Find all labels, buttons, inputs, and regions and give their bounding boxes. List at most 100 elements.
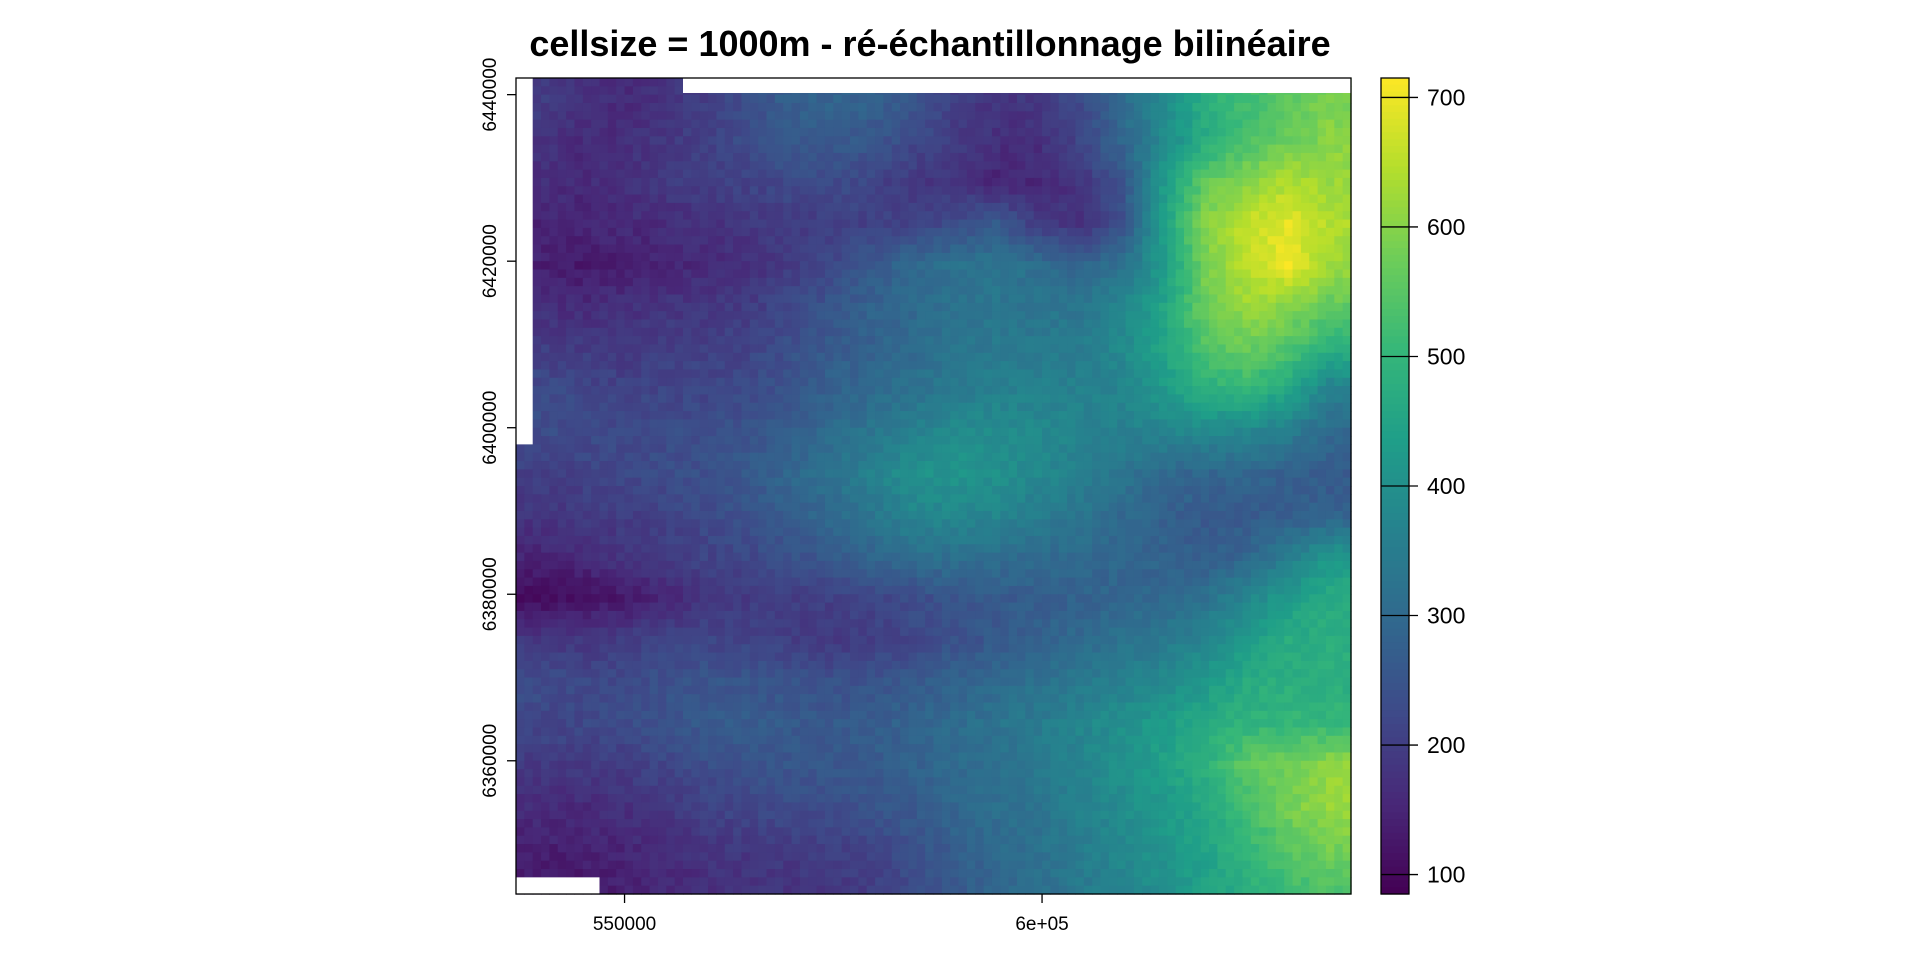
raster-cell bbox=[799, 377, 809, 387]
raster-cell bbox=[649, 319, 659, 329]
raster-cell bbox=[1050, 352, 1060, 362]
raster-cell bbox=[1050, 236, 1060, 246]
raster-cell bbox=[866, 277, 876, 287]
raster-cell bbox=[607, 86, 617, 96]
raster-cell bbox=[683, 186, 692, 196]
raster-cell bbox=[549, 277, 559, 287]
raster-cell bbox=[1017, 402, 1026, 412]
raster-cell bbox=[1083, 286, 1093, 296]
raster-cell bbox=[699, 269, 709, 279]
raster-cell bbox=[833, 319, 843, 329]
raster-cell bbox=[1000, 427, 1010, 437]
raster-cell bbox=[616, 336, 626, 346]
raster-cell bbox=[657, 94, 667, 104]
raster-cell bbox=[1142, 219, 1152, 229]
raster-cell bbox=[1008, 311, 1018, 321]
raster-cell bbox=[607, 461, 617, 470]
raster-cell bbox=[824, 194, 834, 204]
raster-cell bbox=[816, 294, 826, 304]
raster-cell bbox=[1275, 302, 1285, 312]
raster-cell bbox=[891, 144, 901, 154]
raster-cell bbox=[991, 111, 1001, 121]
raster-cell bbox=[1309, 452, 1319, 462]
raster-cell bbox=[791, 294, 801, 304]
raster-cell bbox=[1242, 386, 1252, 396]
raster-cell bbox=[758, 394, 768, 404]
raster-cell bbox=[1100, 94, 1110, 104]
raster-cell bbox=[1267, 386, 1277, 396]
raster-cell bbox=[733, 186, 743, 196]
raster-cell bbox=[758, 152, 768, 162]
raster-cell bbox=[1158, 377, 1168, 387]
raster-cell bbox=[1000, 136, 1010, 146]
raster-cell bbox=[891, 161, 901, 171]
raster-cell bbox=[1317, 452, 1327, 462]
raster-cell bbox=[1000, 219, 1010, 229]
raster-cell bbox=[916, 452, 926, 462]
raster-cell bbox=[649, 427, 659, 437]
raster-cell bbox=[1217, 169, 1227, 179]
raster-cell bbox=[841, 436, 851, 445]
raster-cell bbox=[941, 311, 951, 321]
raster-cell bbox=[691, 319, 701, 329]
raster-cell bbox=[1175, 336, 1185, 346]
raster-cell bbox=[582, 444, 592, 454]
raster-cell bbox=[1267, 336, 1277, 346]
raster-cell bbox=[607, 194, 617, 204]
raster-cell bbox=[1175, 111, 1185, 121]
raster-cell bbox=[1033, 261, 1043, 271]
raster-cell bbox=[1209, 444, 1218, 454]
raster-cell bbox=[699, 477, 709, 487]
raster-cell bbox=[1284, 361, 1294, 371]
raster-cell bbox=[649, 302, 659, 312]
raster-cell bbox=[1259, 261, 1269, 271]
raster-cell bbox=[1100, 336, 1110, 346]
raster-cell bbox=[1075, 469, 1085, 479]
raster-cell bbox=[1250, 336, 1260, 346]
raster-cell bbox=[1050, 419, 1060, 429]
raster-cell bbox=[607, 477, 617, 487]
raster-cell bbox=[1209, 119, 1218, 129]
raster-cell bbox=[683, 369, 692, 379]
raster-cell bbox=[699, 94, 709, 104]
raster-cell bbox=[991, 319, 1001, 329]
raster-cell bbox=[1067, 352, 1077, 362]
raster-cell bbox=[657, 86, 667, 96]
raster-cell bbox=[783, 369, 793, 379]
raster-cell bbox=[1284, 119, 1294, 129]
raster-cell bbox=[566, 102, 576, 112]
raster-cell bbox=[975, 294, 985, 304]
raster-cell bbox=[1275, 211, 1285, 221]
raster-cell bbox=[1175, 452, 1185, 462]
raster-cell bbox=[808, 211, 818, 221]
raster-cell bbox=[1309, 152, 1319, 162]
raster-cell bbox=[666, 177, 676, 187]
raster-cell bbox=[824, 136, 834, 146]
raster-cell bbox=[1200, 336, 1210, 346]
raster-cell bbox=[875, 202, 884, 212]
raster-cell bbox=[541, 302, 550, 312]
raster-cell bbox=[749, 419, 759, 429]
raster-cell bbox=[758, 294, 768, 304]
raster-cell bbox=[683, 286, 692, 296]
raster-cell bbox=[950, 477, 960, 487]
raster-cell bbox=[549, 119, 559, 129]
raster-cell bbox=[1050, 252, 1060, 262]
raster-cell bbox=[1184, 227, 1193, 237]
raster-cell bbox=[1050, 127, 1060, 137]
raster-cell bbox=[1058, 169, 1068, 179]
raster-cell bbox=[557, 461, 567, 470]
raster-cell bbox=[1092, 269, 1102, 279]
raster-cell bbox=[933, 186, 943, 196]
raster-cell bbox=[1108, 127, 1118, 137]
raster-cell bbox=[1158, 302, 1168, 312]
raster-cell bbox=[632, 419, 642, 429]
raster-cell bbox=[1234, 144, 1244, 154]
raster-cell bbox=[799, 94, 809, 104]
raster-cell bbox=[1259, 377, 1269, 387]
raster-cell bbox=[1025, 202, 1035, 212]
raster-cell bbox=[1325, 411, 1335, 420]
raster-cell bbox=[766, 477, 776, 487]
raster-cell bbox=[699, 352, 709, 362]
raster-cell bbox=[1108, 119, 1118, 129]
